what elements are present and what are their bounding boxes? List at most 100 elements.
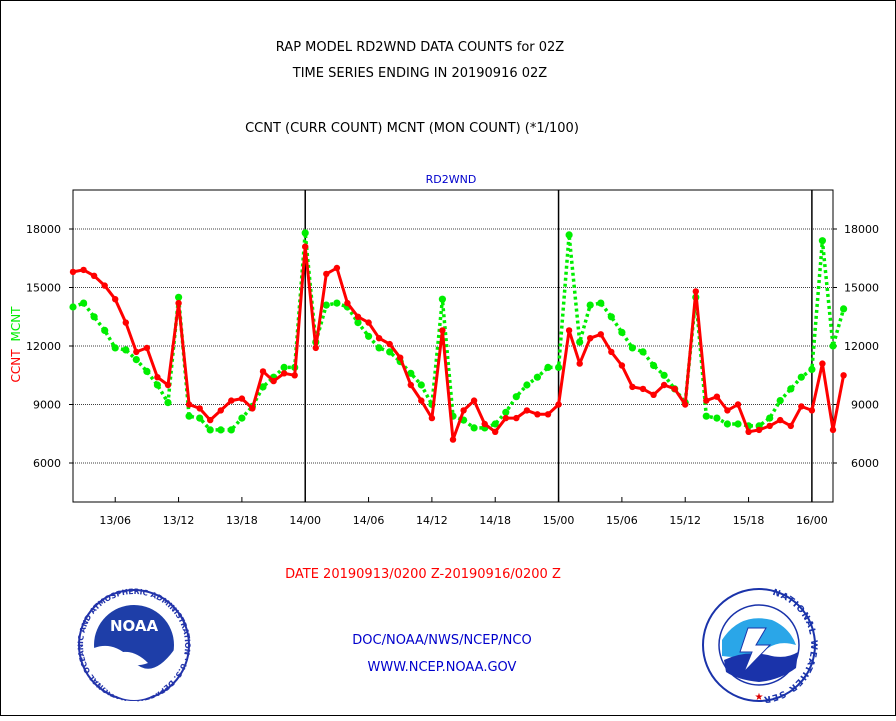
data-point-mcnt (153, 381, 161, 389)
chart-subtitle: CCNT (CURR COUNT) MCNT (MON COUNT) (*1/1… (245, 121, 579, 136)
x-tick-label: 14/12 (416, 514, 448, 527)
data-point-ccnt (101, 282, 108, 289)
data-point-mcnt (185, 412, 193, 420)
x-tick-label: 15/00 (543, 514, 575, 527)
data-point-ccnt (143, 344, 151, 352)
data-point-mcnt (512, 393, 520, 401)
y-tick-label-left: 15000 (26, 282, 61, 295)
data-point-mcnt (776, 397, 784, 405)
data-point-ccnt (312, 344, 319, 352)
x-tick-label: 15/18 (733, 514, 765, 527)
data-point-mcnt (375, 344, 383, 352)
data-point-mcnt (555, 363, 563, 371)
nws-star-icon: ★ (755, 692, 764, 703)
data-point-mcnt (259, 383, 267, 391)
website-link[interactable]: WWW.NCEP.NOAA.GOV (368, 660, 517, 675)
x-tick-label: 14/18 (479, 514, 511, 527)
x-tick-labels: 13/06 13/12 13/18 14/00 14/06 14/12 14/18 15/00… (99, 514, 827, 527)
data-point-ccnt (291, 372, 298, 379)
data-point-ccnt (207, 416, 214, 424)
data-point-mcnt (818, 237, 827, 245)
data-point-mcnt (787, 385, 795, 393)
data-point-mcnt (650, 361, 658, 370)
data-point-mcnt (280, 363, 288, 371)
data-point-mcnt (502, 408, 510, 416)
data-point-ccnt (133, 348, 140, 356)
y-tick-label-left: 6000 (33, 457, 61, 470)
y-tick-label-left: 9000 (33, 399, 61, 412)
org-link[interactable]: DOC/NOAA/NWS/NCEP/NCO (352, 633, 531, 648)
data-point-ccnt (481, 420, 488, 428)
data-point-ccnt (544, 411, 552, 418)
data-point-ccnt (344, 299, 351, 307)
data-point-mcnt (386, 348, 394, 356)
data-point-ccnt (428, 414, 436, 422)
data-point-ccnt (354, 313, 362, 320)
x-tick-label: 15/06 (606, 514, 638, 527)
data-point-mcnt (576, 338, 584, 346)
y-tick-labels: 6000 6000 9000 9000 12000 12000 15000 15000 1800… (26, 223, 879, 470)
data-point-mcnt (175, 293, 183, 301)
data-point-mcnt (660, 371, 668, 379)
data-point-ccnt (618, 362, 626, 369)
data-point-ccnt (808, 407, 816, 414)
data-point-mcnt (438, 295, 446, 303)
data-point-ccnt (608, 348, 615, 356)
data-point-ccnt (755, 426, 763, 434)
data-point-ccnt (164, 381, 172, 389)
data-point-mcnt (143, 367, 151, 375)
data-point-ccnt (682, 401, 689, 408)
x-tick-label: 14/00 (289, 514, 321, 527)
data-point-ccnt (565, 327, 573, 334)
x-tick-label: 13/18 (226, 514, 258, 527)
data-point-mcnt (618, 328, 626, 336)
data-point-ccnt (513, 414, 520, 422)
noaa-center-text: NOAA (110, 617, 159, 635)
y-tick-label-right: 9000 (851, 399, 879, 412)
data-point-mcnt (840, 305, 848, 313)
data-point-mcnt (523, 381, 531, 389)
data-point-mcnt (238, 414, 246, 422)
data-point-ccnt (460, 407, 467, 414)
data-point-mcnt (470, 424, 478, 432)
data-point-mcnt (597, 299, 605, 307)
series-line-mcnt (72, 231, 846, 432)
data-point-mcnt (533, 373, 542, 381)
data-point-mcnt (808, 365, 816, 373)
data-point-ccnt (798, 403, 805, 410)
data-point-ccnt (196, 405, 203, 412)
data-point-ccnt (523, 407, 531, 414)
data-point-ccnt (302, 243, 309, 250)
data-point-ccnt (259, 368, 267, 375)
x-tick-label: 13/06 (99, 514, 131, 527)
data-point-ccnt (492, 428, 499, 435)
data-point-mcnt (417, 381, 425, 389)
data-point-ccnt (449, 436, 457, 443)
x-tick-label: 16/00 (796, 514, 828, 527)
data-point-ccnt (745, 428, 752, 435)
data-point-ccnt (375, 335, 383, 342)
data-point-ccnt (280, 370, 288, 377)
data-point-ccnt (629, 383, 636, 391)
data-point-ccnt (90, 272, 98, 279)
data-point-ccnt (639, 385, 647, 393)
data-point-ccnt (597, 331, 604, 338)
data-point-ccnt (365, 319, 372, 326)
y-tick-label-left: 12000 (26, 340, 61, 353)
data-point-mcnt (90, 313, 98, 321)
data-point-mcnt (132, 356, 140, 364)
data-point-mcnt (122, 346, 130, 354)
data-point-mcnt (301, 229, 309, 237)
data-point-ccnt (713, 393, 721, 400)
chart-title-line2: TIME SERIES ENDING IN 20190916 02Z (292, 66, 548, 81)
y-axis-label: CCNT MCNT (9, 306, 23, 383)
data-point-mcnt (322, 301, 330, 309)
data-point-ccnt (386, 340, 393, 348)
data-point-ccnt (703, 397, 710, 404)
data-point-ccnt (840, 372, 847, 379)
data-point-ccnt (650, 391, 657, 398)
data-point-ccnt (587, 335, 594, 342)
y-tick-label-right: 15000 (844, 282, 879, 295)
data-point-ccnt (217, 407, 224, 414)
data-point-mcnt (407, 369, 415, 377)
